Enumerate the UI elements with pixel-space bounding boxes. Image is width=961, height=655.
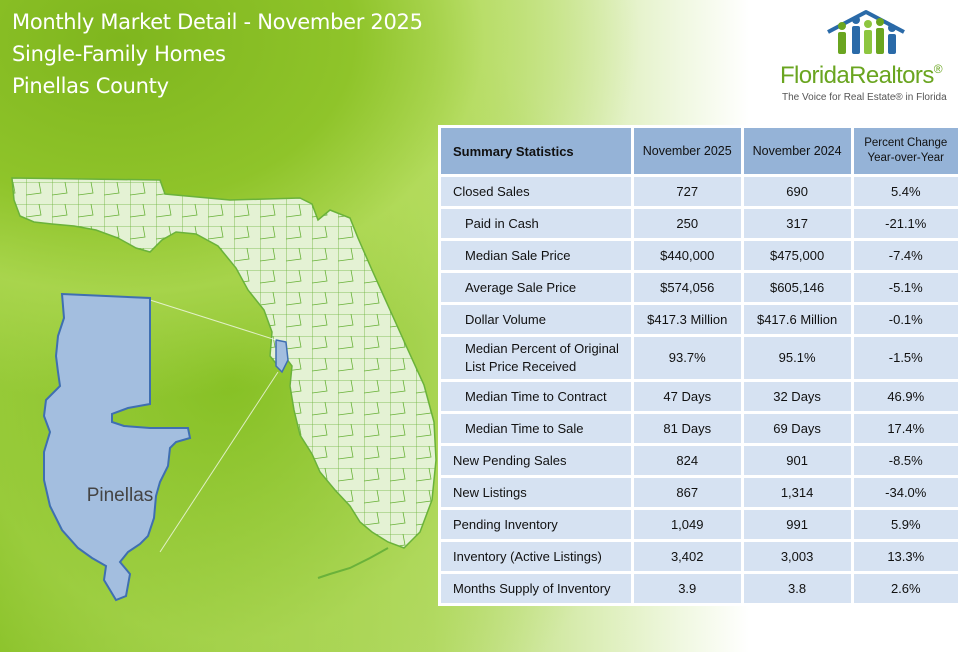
value-november-2024: 1,314 (743, 478, 851, 507)
table-row: New Pending Sales 824 901 -8.5% (441, 446, 958, 475)
value-november-2024: 901 (743, 446, 851, 475)
table-row: Paid in Cash 250 317 -21.1% (441, 209, 958, 238)
row-label-line2: List Price Received (465, 359, 577, 374)
table-row: Months Supply of Inventory 3.9 3.8 2.6% (441, 574, 958, 603)
table-header-row: Summary Statistics November 2025 Novembe… (441, 128, 958, 174)
registered-mark: ® (933, 62, 943, 76)
county-borders (12, 178, 436, 548)
row-label: Median Time to Sale (441, 414, 631, 443)
row-label: Closed Sales (441, 177, 631, 206)
row-label: Inventory (Active Listings) (441, 542, 631, 571)
header-percent-change: Percent Change Year-over-Year (853, 128, 958, 174)
row-label: Months Supply of Inventory (441, 574, 631, 603)
value-percent-change: 5.9% (853, 510, 958, 539)
report-title: Monthly Market Detail - November 2025 (12, 10, 423, 34)
people-house-icon (827, 10, 905, 54)
value-percent-change: 2.6% (853, 574, 958, 603)
table-row: Inventory (Active Listings) 3,402 3,003 … (441, 542, 958, 571)
pinellas-county-shape (42, 292, 192, 602)
value-november-2024: 95.1% (743, 337, 851, 379)
county-name: Pinellas County (12, 74, 169, 98)
report-title-block: Monthly Market Detail - November 2025 Si… (12, 6, 423, 102)
property-type: Single-Family Homes (12, 42, 226, 66)
row-label: Median Percent of Original List Price Re… (441, 337, 631, 379)
table-row: Pending Inventory 1,049 991 5.9% (441, 510, 958, 539)
row-label: Average Sale Price (441, 273, 631, 302)
value-november-2024: 3.8 (743, 574, 851, 603)
value-november-2024: 3,003 (743, 542, 851, 571)
value-percent-change: -5.1% (853, 273, 958, 302)
value-november-2024: 317 (743, 209, 851, 238)
row-label: Paid in Cash (441, 209, 631, 238)
table-row: New Listings 867 1,314 -34.0% (441, 478, 958, 507)
value-november-2024: $605,146 (743, 273, 851, 302)
row-label: New Listings (441, 478, 631, 507)
value-november-2024: 991 (743, 510, 851, 539)
value-november-2025: 824 (633, 446, 741, 475)
header-november-2024: November 2024 (743, 128, 851, 174)
summary-statistics-table: Summary Statistics November 2025 Novembe… (438, 125, 961, 606)
logo-wordmark: FloridaRealtors (780, 62, 934, 89)
value-percent-change: 5.4% (853, 177, 958, 206)
row-label: Median Sale Price (441, 241, 631, 270)
row-label: Median Time to Contract (441, 382, 631, 411)
table-row: Median Time to Contract 47 Days 32 Days … (441, 382, 958, 411)
table-row: Median Time to Sale 81 Days 69 Days 17.4… (441, 414, 958, 443)
table-row: Median Percent of Original List Price Re… (441, 337, 958, 379)
map-area: Pinellas (0, 160, 450, 650)
value-november-2025: 3,402 (633, 542, 741, 571)
value-percent-change: -34.0% (853, 478, 958, 507)
value-november-2025: 3.9 (633, 574, 741, 603)
value-percent-change: -0.1% (853, 305, 958, 334)
value-november-2025: 81 Days (633, 414, 741, 443)
value-percent-change: -1.5% (853, 337, 958, 379)
value-percent-change: -8.5% (853, 446, 958, 475)
value-percent-change: 46.9% (853, 382, 958, 411)
header-percent-change-line1: Percent Change (864, 137, 948, 149)
value-november-2025: 867 (633, 478, 741, 507)
row-label: New Pending Sales (441, 446, 631, 475)
pinellas-map-label: Pinellas (87, 485, 154, 506)
table-row: Average Sale Price $574,056 $605,146 -5.… (441, 273, 958, 302)
value-percent-change: 13.3% (853, 542, 958, 571)
florida-realtors-logo: FloridaRealtors® The Voice for Real Esta… (780, 6, 950, 106)
value-november-2025: 1,049 (633, 510, 741, 539)
table-row: Closed Sales 727 690 5.4% (441, 177, 958, 206)
value-november-2024: 32 Days (743, 382, 851, 411)
value-november-2025: 93.7% (633, 337, 741, 379)
row-label: Dollar Volume (441, 305, 631, 334)
value-november-2025: 250 (633, 209, 741, 238)
value-november-2025: $417.3 Million (633, 305, 741, 334)
header-november-2025: November 2025 (633, 128, 741, 174)
florida-map: Pinellas (11, 177, 437, 602)
header-percent-change-line2: Year-over-Year (867, 152, 945, 164)
value-percent-change: -21.1% (853, 209, 958, 238)
logo-tagline: The Voice for Real Estate® in Florida (782, 92, 947, 103)
value-november-2024: $475,000 (743, 241, 851, 270)
row-label-line1: Median Percent of Original (465, 341, 619, 356)
florida-keys (317, 547, 389, 579)
value-november-2024: 69 Days (743, 414, 851, 443)
table-row: Median Sale Price $440,000 $475,000 -7.4… (441, 241, 958, 270)
value-november-2025: $574,056 (633, 273, 741, 302)
pinellas-highlight (275, 339, 289, 374)
value-percent-change: -7.4% (853, 241, 958, 270)
table-row: Dollar Volume $417.3 Million $417.6 Mill… (441, 305, 958, 334)
value-november-2024: $417.6 Million (743, 305, 851, 334)
row-label: Pending Inventory (441, 510, 631, 539)
header-summary-statistics: Summary Statistics (441, 128, 631, 174)
value-november-2024: 690 (743, 177, 851, 206)
value-november-2025: 47 Days (633, 382, 741, 411)
zoom-leader-lines (149, 299, 279, 553)
value-november-2025: 727 (633, 177, 741, 206)
value-percent-change: 17.4% (853, 414, 958, 443)
value-november-2025: $440,000 (633, 241, 741, 270)
